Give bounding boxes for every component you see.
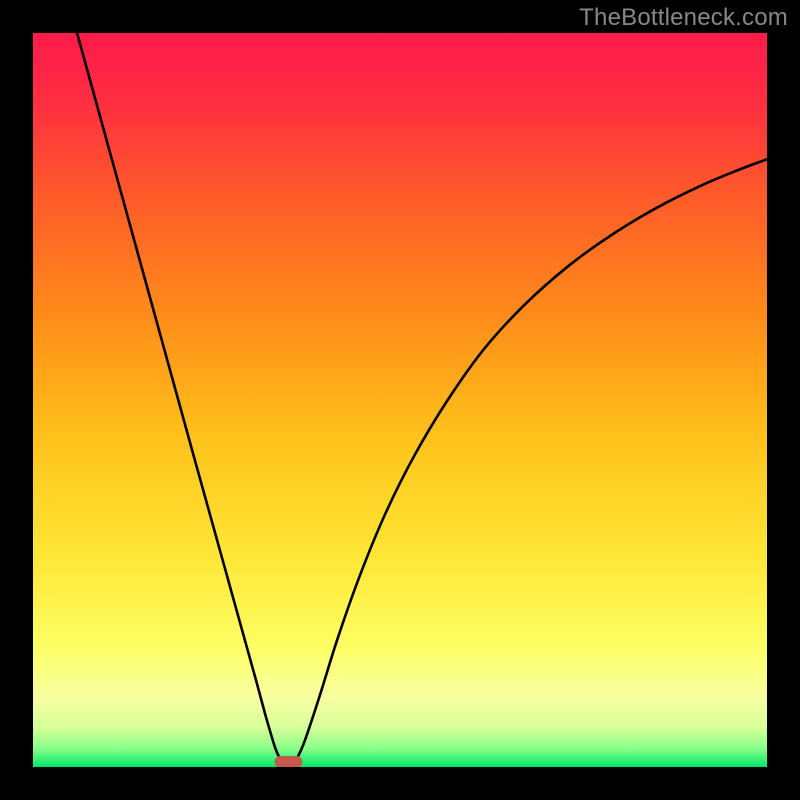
plot-area — [33, 33, 767, 767]
watermark-text: TheBottleneck.com — [579, 4, 788, 32]
gradient-background — [33, 33, 767, 767]
minimum-lozenge — [274, 756, 302, 767]
outer-frame: TheBottleneck.com — [0, 0, 800, 800]
bottleneck-chart — [33, 33, 767, 767]
